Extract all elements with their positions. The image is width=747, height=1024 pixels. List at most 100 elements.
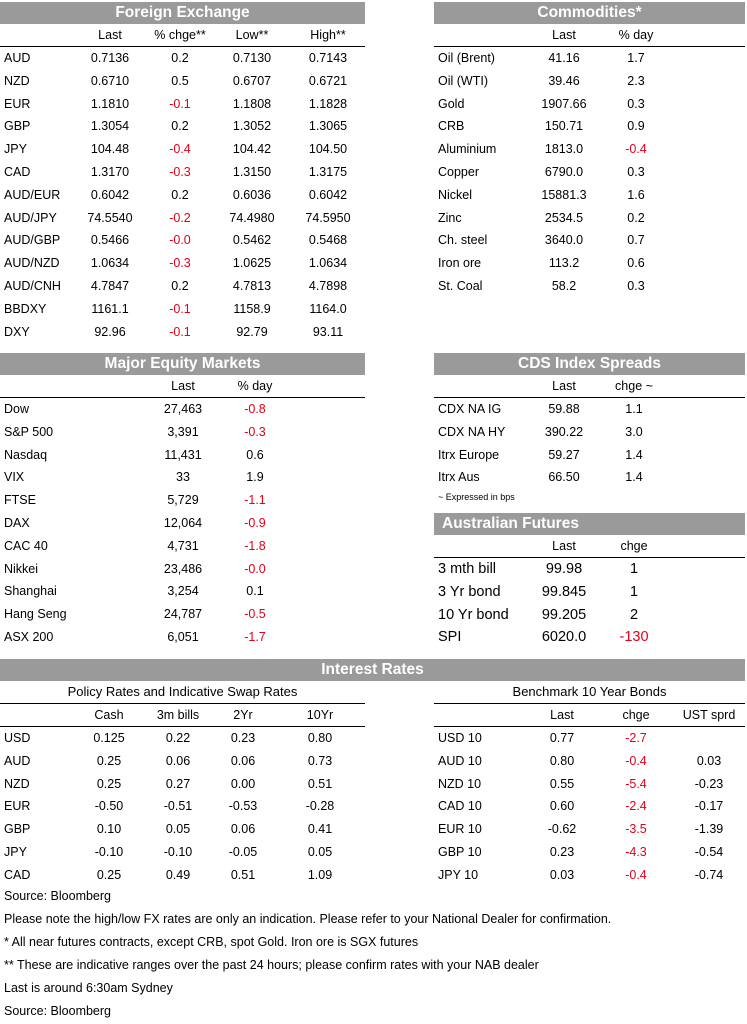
bonds-subtitle: Benchmark 10 Year Bonds — [434, 681, 745, 704]
cds-title: CDS Index Spreads — [434, 353, 745, 375]
fx-table-row: AUD/JPY 74.5540 -0.2 74.4980 74.5950 — [0, 207, 365, 230]
eq-cell: 24,787 — [163, 607, 203, 622]
bond-cell: 0.80 — [549, 753, 575, 768]
fx-table-row: DXY 92.96 -0.1 92.79 93.11 — [0, 321, 365, 344]
com-cell: 2.3 — [627, 73, 645, 88]
fut-col-header: chge — [620, 539, 648, 553]
eq-row-label: ASX 200 — [4, 629, 54, 644]
rates-title: Interest Rates — [0, 659, 745, 681]
eq-cell: 4,731 — [167, 538, 199, 553]
pol-cell: -0.10 — [94, 844, 124, 859]
fx-cell: 1.0634 — [90, 256, 130, 271]
pol-cell: -0.10 — [163, 844, 193, 859]
pol-col-header: 10Yr — [306, 708, 334, 722]
fx-cell: 1.0625 — [232, 256, 272, 271]
fx-cell: 0.5 — [171, 73, 189, 88]
eq-table-row: Nikkei 23,486 -0.0 — [0, 558, 365, 581]
fx-cell: 104.42 — [232, 142, 272, 157]
bonds-section: Benchmark 10 Year Bonds Last chge UST sprd… — [434, 681, 745, 887]
pol-cell: 0.00 — [230, 776, 256, 791]
fx-cell: 104.48 — [90, 142, 130, 157]
com-table-row: CRB 150.71 0.9 — [434, 115, 745, 138]
cds-table-row: Itrx Aus 66.50 1.4 — [434, 466, 745, 489]
pol-cell: 0.10 — [96, 822, 122, 837]
cds-cell: 59.88 — [548, 402, 580, 416]
pol-cell: 0.05 — [307, 844, 333, 859]
fx-row-label: AUD/GBP — [4, 233, 61, 248]
pol-row-label: JPY — [4, 844, 27, 859]
bond-row-label: NZD 10 — [438, 776, 482, 791]
fx-cell: 0.6042 — [90, 187, 130, 202]
equity-title: Major Equity Markets — [0, 353, 365, 375]
fx-cell: 1.3170 — [90, 164, 130, 179]
cds-cell: 1.1 — [625, 402, 643, 416]
eq-table-row: ASX 200 6,051 -1.7 — [0, 626, 365, 649]
bond-cell: -1.39 — [694, 822, 724, 837]
bond-cell: -5.4 — [625, 776, 647, 791]
com-row-label: Copper — [438, 164, 479, 179]
pol-cell: -0.28 — [305, 799, 335, 814]
pol-cell: 0.05 — [165, 822, 191, 837]
fx-table-row: NZD 0.6710 0.5 0.6707 0.6721 — [0, 70, 365, 93]
bond-cell: 0.03 — [549, 867, 575, 882]
cds-cell: 390.22 — [544, 424, 584, 439]
cds-cell: 66.50 — [548, 470, 580, 485]
eq-cell: -0.5 — [244, 607, 266, 622]
cds-note: ~ Expressed in bps — [438, 492, 515, 503]
fx-cell: 92.79 — [236, 324, 268, 339]
fx-cell: -0.4 — [169, 142, 191, 157]
pol-cell: 0.06 — [230, 822, 256, 837]
commodities-title: Commodities* — [434, 2, 745, 24]
fx-table-row: AUD/EUR 0.6042 0.2 0.6036 0.6042 — [0, 184, 365, 207]
cds-panel: CDS Index Spreads Last chge ~ CDX NA IG 59… — [434, 353, 745, 505]
eq-row-label: Nasdaq — [4, 447, 48, 462]
eq-cell: 1.9 — [246, 470, 264, 485]
fx-row-label: NZD — [4, 73, 30, 88]
fut-table-row: SPI 6020.0 -130 — [434, 626, 745, 649]
com-row-label: CRB — [438, 119, 465, 134]
fut-row-label: SPI — [438, 629, 462, 646]
pol-cell: 0.23 — [230, 731, 256, 745]
policy-rates-table-body: USD 0.125 0.22 0.23 0.80 AUD 0.25 0.06 0.06 0.73 N… — [0, 727, 365, 887]
com-cell: 6790.0 — [544, 164, 584, 179]
cds-table-row: CDX NA HY 390.22 3.0 — [434, 421, 745, 444]
eq-table-row: Dow 27,463 -0.8 — [0, 398, 365, 421]
cds-header-row: Last chge ~ — [434, 375, 745, 398]
pol-cell: 0.25 — [96, 753, 122, 768]
bond-table-row: USD 10 0.77 -2.7 — [434, 727, 745, 750]
bond-cell: 0.77 — [549, 731, 575, 745]
cds-cell: 1.4 — [625, 470, 643, 485]
com-cell: 113.2 — [548, 256, 580, 271]
fx-cell: -0.3 — [169, 256, 191, 271]
equity-table-body: Dow 27,463 -0.8 S&P 500 3,391 -0.3 Nasdaq 11,43… — [0, 398, 365, 649]
bond-row-label: EUR 10 — [438, 822, 482, 837]
eq-cell: 3,391 — [167, 424, 199, 439]
bond-col-header: Last — [550, 708, 574, 722]
fx-cell: -0.1 — [169, 96, 191, 111]
pol-table-row: USD 0.125 0.22 0.23 0.80 — [0, 727, 365, 750]
pol-cell: 0.80 — [307, 731, 333, 745]
futures-panel: Australian Futures Last chge 3 mth bill 99… — [434, 513, 745, 649]
bond-cell: -4.3 — [625, 844, 647, 859]
com-row-label: Ch. steel — [438, 233, 488, 248]
cds-cell: 1.4 — [625, 447, 643, 462]
bond-cell: 0.03 — [696, 753, 722, 768]
fx-cell: 4.7813 — [232, 278, 272, 293]
eq-row-label: DAX — [4, 515, 30, 530]
com-cell: 2534.5 — [544, 210, 584, 225]
pol-row-label: AUD — [4, 753, 31, 768]
fx-cell: 0.2 — [171, 51, 189, 65]
pol-cell: 1.09 — [307, 867, 333, 882]
futures-table-body: 3 mth bill 99.98 1 3 Yr bond 99.845 1 10 Yr bo… — [434, 558, 745, 649]
eq-cell: 12,064 — [163, 515, 203, 530]
fx-cell: 1161.1 — [91, 301, 129, 316]
com-cell: 0.3 — [627, 96, 645, 111]
eq-cell: -0.9 — [244, 515, 266, 530]
com-cell: 0.6 — [627, 256, 645, 271]
com-table-row: Oil (Brent) 41.16 1.7 — [434, 47, 745, 70]
footer-source-2: Source: Bloomberg — [4, 1004, 112, 1018]
eq-cell: -1.8 — [244, 538, 266, 553]
fx-cell: -0.1 — [169, 301, 191, 316]
fut-cell: 99.845 — [541, 583, 587, 600]
pol-table-row: JPY -0.10 -0.10 -0.05 0.05 — [0, 841, 365, 864]
